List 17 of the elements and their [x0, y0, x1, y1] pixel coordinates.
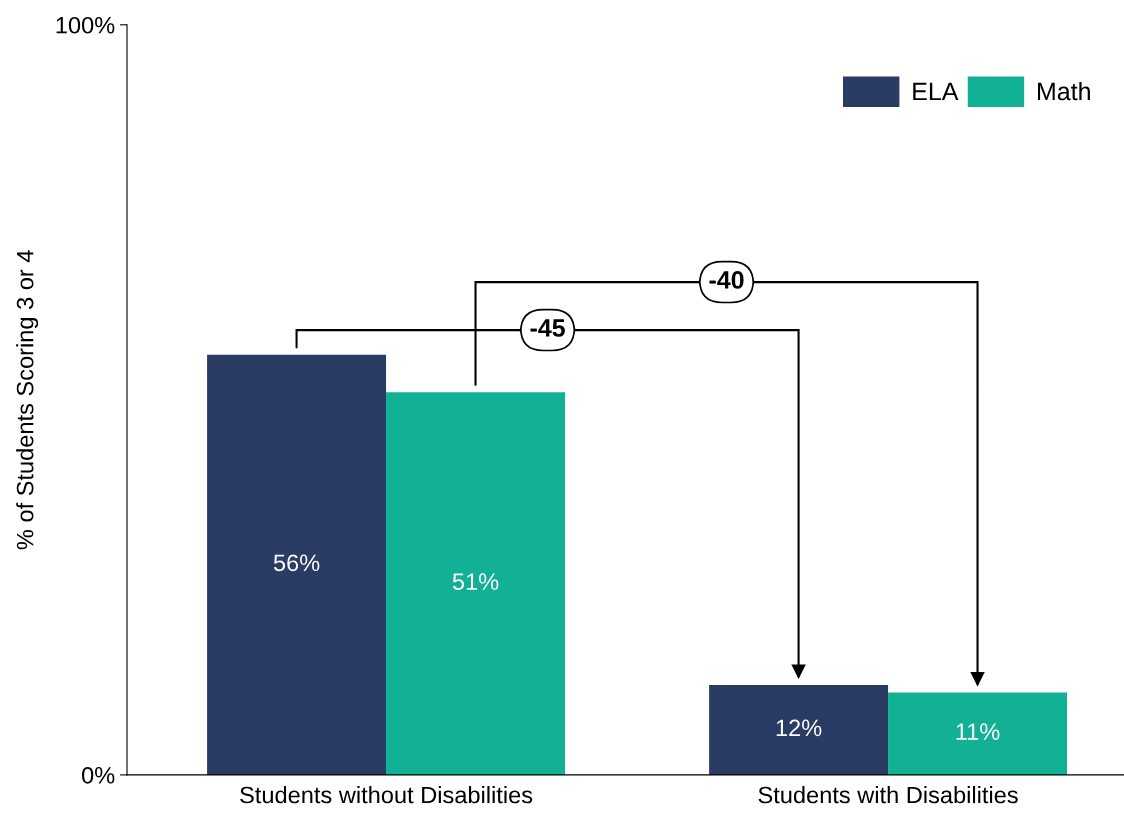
bar: [709, 684, 889, 775]
annotation: -40: [709, 271, 744, 289]
y-tick-label: 100%: [56, 16, 115, 34]
annotation: -45: [530, 319, 565, 337]
y-tick-label: 0%: [82, 766, 115, 784]
x-tick-label: Students with Disabilities: [758, 786, 1018, 804]
legend-label: ELA: [913, 82, 959, 101]
text: 12%: [776, 719, 822, 737]
x-tick-label: Students without Disabilities: [240, 786, 533, 804]
y-axis-title: % of Students Scoring 3 or 4: [16, 250, 39, 550]
text: 51%: [452, 573, 499, 590]
legend-label: Math: [1038, 81, 1090, 101]
bar: [386, 392, 566, 775]
bar: [207, 354, 387, 775]
text: 56%: [273, 554, 320, 572]
text: 11%: [956, 723, 1000, 740]
bar: [888, 692, 1068, 775]
